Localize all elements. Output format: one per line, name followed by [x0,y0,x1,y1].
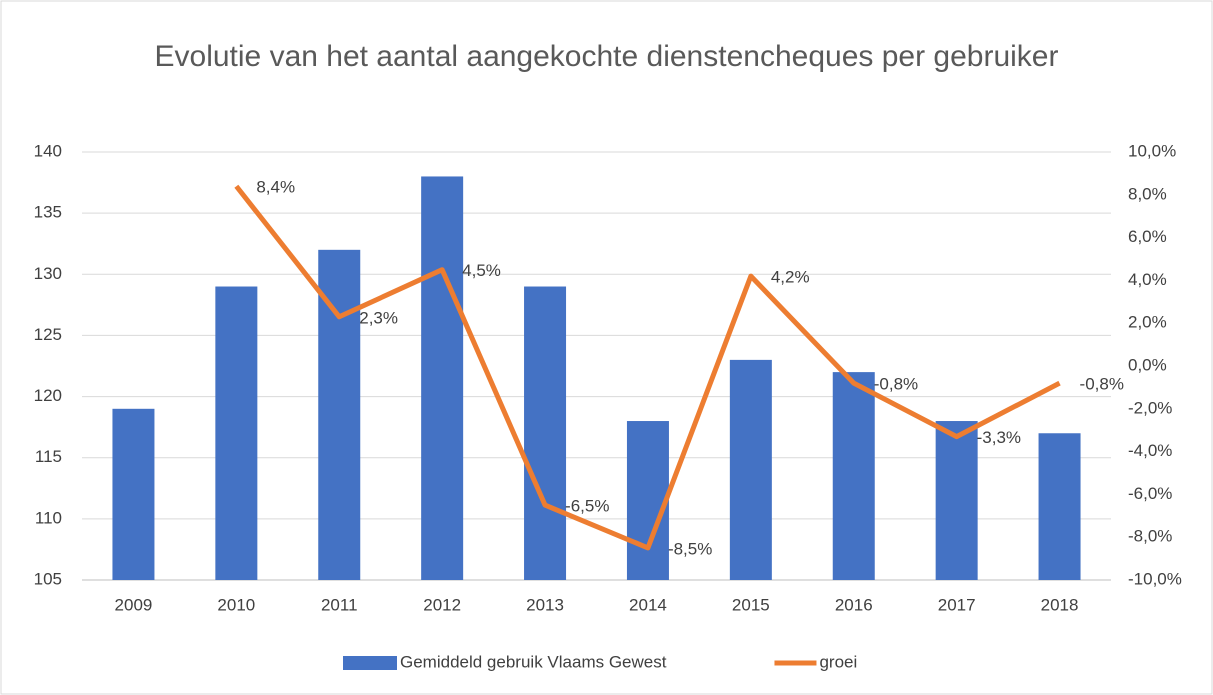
bar [215,286,258,580]
y-tick-label: 140 [34,141,62,160]
y2-tick-label: -2,0% [1128,398,1172,417]
bar [832,372,875,580]
bar [112,408,155,580]
y2-tick-label: -8,0% [1128,527,1172,546]
line [234,184,1061,551]
y2-tick-label: 6,0% [1128,227,1167,246]
y-tick-label: 135 [34,203,62,222]
x-tick-label: 2017 [938,595,976,614]
y2-tick-label: 10,0% [1128,141,1176,160]
x-tick-label: 2015 [732,595,770,614]
data-label: -3,3% [977,428,1021,447]
y2-tick-label: -10,0% [1128,569,1182,588]
legend-label: groei [819,652,857,671]
bar [1038,433,1081,580]
y-tick-label: 125 [34,325,62,344]
y2-tick-label: 2,0% [1128,313,1167,332]
data-label: -0,8% [1080,375,1124,394]
bar [318,249,361,581]
legend-swatch [343,656,397,670]
y2-tick-label: -6,0% [1128,484,1172,503]
x-tick-label: 2011 [321,595,358,614]
data-label: 8,4% [256,178,295,197]
y2-tick-label: 4,0% [1128,270,1167,289]
bar [626,421,669,580]
x-tick-label: 2018 [1041,595,1079,614]
y-tick-label: 110 [35,508,62,527]
y-tick-label: 120 [34,386,62,405]
data-label: 2,3% [359,308,398,327]
data-label: -6,5% [565,497,609,516]
x-tick-label: 2014 [629,595,667,614]
x-tick-label: 2010 [217,595,255,614]
bar [935,421,978,580]
data-label: 4,2% [771,268,810,287]
data-label: -8,5% [668,539,712,558]
legend-label: Gemiddeld gebruik Vlaams Gewest [400,652,667,671]
y-tick-label: 130 [34,264,62,283]
x-tick-label: 2016 [835,595,873,614]
x-tick-label: 2012 [423,595,461,614]
bar [421,176,464,580]
bar [729,359,772,580]
x-tick-label: 2009 [115,595,153,614]
y2-tick-label: -4,0% [1128,441,1172,460]
chart-title: Evolutie van het aantal aangekochte dien… [154,40,1059,73]
y2-tick-label: 0,0% [1128,355,1167,374]
bar [524,286,567,580]
data-label: -0,8% [874,375,918,394]
y-tick-label: 105 [34,569,62,588]
x-tick-label: 2013 [526,595,564,614]
y2-tick-label: 8,0% [1128,184,1167,203]
data-label: 4,5% [462,261,501,280]
y-tick-label: 115 [35,447,62,466]
